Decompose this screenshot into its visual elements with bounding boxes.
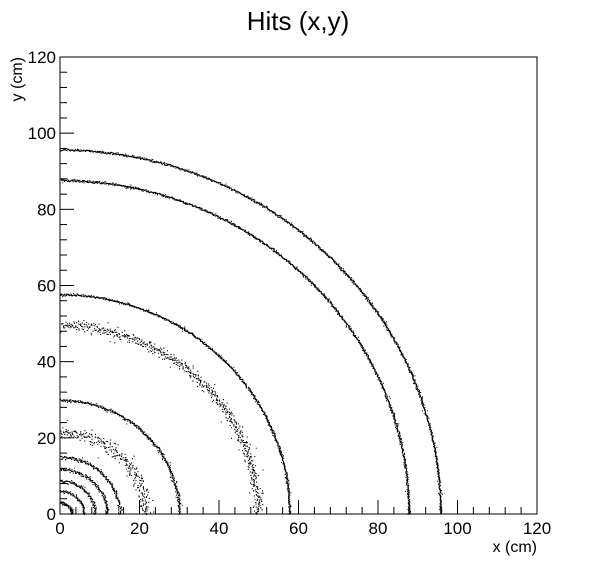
x-tick-label: 20 [130,519,149,538]
hit-rings [60,148,443,515]
y-axis: 0 20 40 60 80 100 120 [28,48,74,524]
hit-ring-8 [60,320,264,515]
hit-points [60,148,443,515]
x-axis-title: x (cm) [493,539,537,556]
y-tick-label: 80 [37,200,56,219]
hit-ring-10 [60,178,412,515]
y-tick-label: 40 [37,353,56,372]
y-axis-title: y (cm) [9,57,26,101]
plot-frame [59,56,538,515]
chart-title: Hits (x,y) [247,6,350,36]
hit-points [60,320,264,515]
x-tick-label: 100 [443,519,471,538]
hit-ring-3 [60,479,97,515]
hit-points [60,292,292,515]
hit-ring-4 [60,467,110,515]
hit-ring-11 [60,148,443,515]
hit-ring-1 [60,501,74,515]
y-tick-label: 120 [28,48,56,67]
x-axis: 0 20 40 60 80 100 120 [55,500,551,538]
hit-points [60,490,86,515]
x-tick-label: 80 [369,519,388,538]
hit-ring-6 [60,419,155,515]
y-tick-label: 60 [37,277,56,296]
hit-points [60,467,110,515]
hit-points [60,501,74,515]
y-tick-label: 100 [28,124,56,143]
x-tick-label: 40 [210,519,229,538]
hit-ring-2 [60,490,86,515]
hit-ring-9 [60,292,292,515]
x-tick-label: 120 [523,519,551,538]
x-tick-label: 0 [55,519,64,538]
y-tick-label: 20 [37,429,56,448]
hit-points [60,419,155,515]
y-tick-label: 0 [47,505,56,524]
x-tick-label: 60 [289,519,308,538]
hit-points [60,479,97,515]
hit-points [60,178,412,515]
